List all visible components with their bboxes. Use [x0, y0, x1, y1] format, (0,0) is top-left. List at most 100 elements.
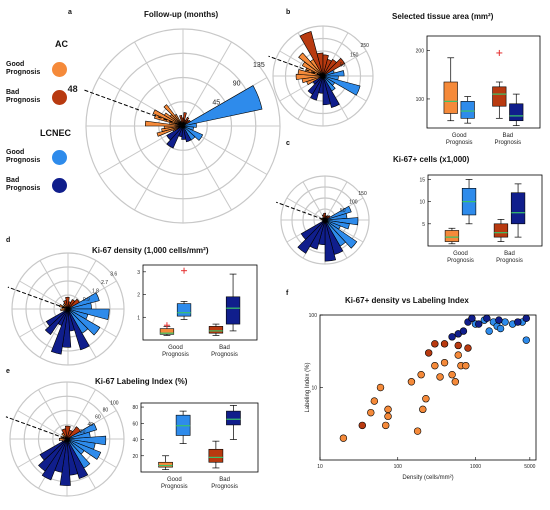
polar-chart-a: 45 90 135 48 [68, 28, 281, 224]
y-tick-label: 10 [311, 386, 317, 392]
polar-bar [166, 125, 184, 141]
polar-grid-spoke [302, 181, 326, 221]
polar-tick-label: 250 [361, 43, 370, 49]
scatter-frame [319, 314, 537, 461]
box-rect [460, 101, 475, 119]
polar-bar [322, 75, 340, 108]
scatter-point [468, 314, 476, 323]
box-frame [140, 402, 259, 473]
y-tick-label: 40 [132, 438, 138, 444]
scatter-point [358, 421, 367, 430]
polar-grid-spoke [182, 41, 232, 127]
polar-bar [67, 308, 101, 336]
polar-tick-label: 100 [349, 199, 358, 205]
box-rect [208, 326, 224, 334]
polar-bar [59, 438, 71, 486]
y-tick-label: 1 [137, 315, 140, 321]
polar-bar [298, 52, 324, 77]
panel-letter-f: f [286, 290, 289, 297]
panel-letter-b: b [286, 9, 291, 16]
y-tick-label: 2 [137, 293, 140, 299]
polar-tick-label: 0.9 [83, 297, 90, 303]
x-tick-label: Bad [504, 251, 515, 257]
panel-letter-a: a [68, 9, 72, 16]
polar-grid-spoke [17, 410, 68, 440]
scatter-point [440, 358, 449, 367]
legend-swatch [52, 89, 67, 105]
y-tick-label: 5 [422, 222, 425, 228]
polar-bar [65, 296, 70, 310]
polar-bar [316, 52, 324, 77]
scatter-point [440, 340, 449, 348]
polar-bar [45, 308, 69, 327]
scatter-point [483, 314, 491, 323]
polar-tick-label: 40 [87, 422, 93, 428]
polar-bar [300, 219, 326, 240]
box-frame [427, 174, 543, 247]
polar-bar [322, 75, 331, 106]
scatter-point [424, 349, 433, 357]
polar-tick-label: 50 [340, 208, 346, 214]
y-tick-label: 200 [416, 49, 425, 55]
box-rect [443, 81, 458, 114]
polar-bar [38, 438, 68, 472]
x-tick-label: Good [452, 133, 467, 139]
polar-grid-spoke [286, 197, 326, 221]
polar-marker-line [268, 55, 321, 76]
x-axis-label: Density (cells/mm²) [402, 475, 453, 481]
y-tick-label: 15 [419, 177, 425, 183]
x-tick-label: 1000 [470, 464, 481, 470]
scatter-point [495, 316, 503, 324]
polar-tick-label: 150 [358, 191, 367, 197]
scatter-point [417, 371, 425, 379]
x-tick-label: Prognosis [211, 352, 238, 358]
box-frame [142, 264, 258, 341]
scatter-point [382, 421, 390, 430]
polar-tick-label: 50 [340, 62, 346, 68]
polar-marker-line [7, 286, 66, 309]
polar-bar [60, 308, 69, 312]
polar-grid-spoke [324, 181, 348, 221]
x-tick-label: Prognosis [496, 258, 523, 264]
polar-tick-label: 135 [253, 62, 265, 69]
polar-bar [156, 125, 184, 137]
scatter-point [431, 340, 439, 348]
polar-grid-spoke [19, 280, 69, 310]
scatter-point [384, 405, 392, 414]
scatter-point [339, 434, 348, 442]
legend-ac-good: Good Prognosis [6, 61, 67, 77]
box-rect [509, 103, 524, 122]
polar-bar [310, 75, 324, 101]
polar-bar [322, 57, 346, 77]
legend-lcnec-good: Good Prognosis [6, 149, 67, 165]
polar-bar [66, 423, 98, 440]
polar-tick-label: 150 [350, 53, 359, 59]
chart-title-a: Follow-up (months) [144, 10, 219, 19]
polar-marker-line [5, 416, 65, 439]
scatter-point [454, 341, 462, 350]
polar-bar [323, 212, 327, 221]
panel-letter-d: d [6, 237, 11, 244]
polar-bar [182, 125, 204, 141]
y-tick-label: 10 [419, 200, 425, 206]
polar-bar [66, 438, 102, 460]
polar-bar [182, 85, 263, 127]
polar-bar [181, 125, 187, 140]
scatter-point [376, 383, 385, 392]
box-frame [426, 35, 541, 129]
polar-bar [58, 437, 68, 441]
scatter-point [413, 427, 422, 435]
chart-title-d: Ki-67 density (1,000 cells/mm²) [92, 246, 209, 255]
scatter-point [496, 324, 505, 333]
x-tick-label: Good [167, 477, 182, 483]
x-tick-label: Prognosis [211, 484, 238, 490]
scatter-point [485, 327, 493, 335]
scatter-point [367, 408, 375, 417]
box-rect [176, 303, 192, 317]
y-tick-label: 100 [416, 97, 425, 103]
